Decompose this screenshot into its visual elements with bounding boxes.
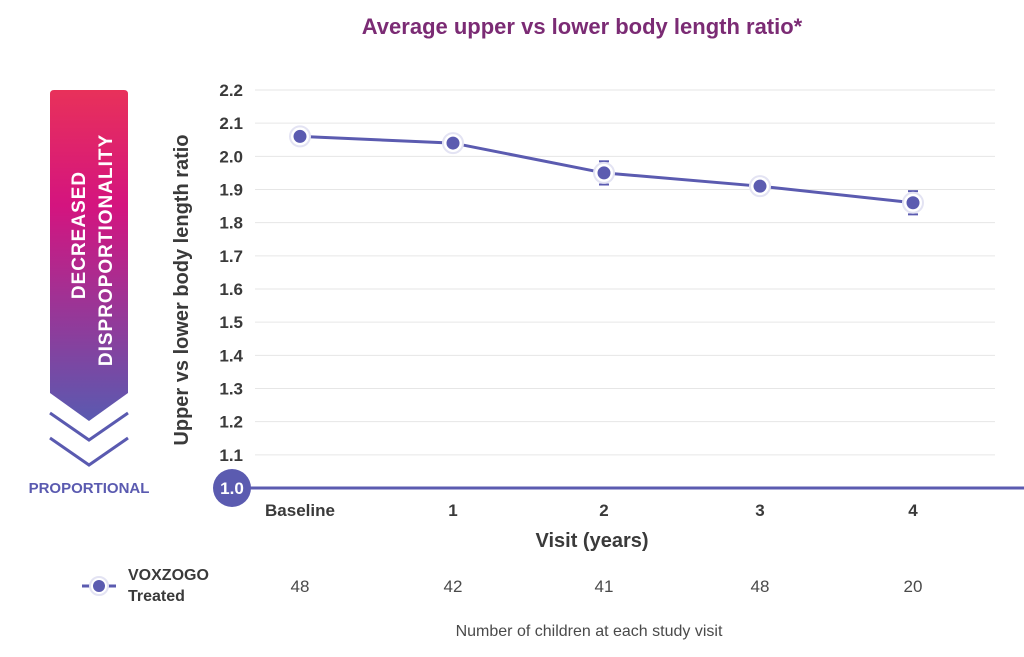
x-tick-label: 3 [755, 501, 764, 520]
y-tick-label: 2.0 [219, 147, 243, 166]
y-tick-label: 1.8 [219, 214, 243, 233]
legend-label-2: Treated [128, 588, 185, 605]
y-tick-label: 1.6 [219, 280, 243, 299]
chevron-icon [49, 411, 129, 442]
legend: VOXZOGO Treated [82, 567, 209, 605]
data-point [753, 179, 767, 193]
gradient-arrow [50, 90, 128, 421]
chart-title: Average upper vs lower body length ratio… [361, 14, 803, 39]
x-axis-label: Visit (years) [535, 530, 648, 552]
proportional-label: PROPORTIONAL [29, 480, 150, 497]
data-point [446, 136, 460, 150]
counts-label: Number of children at each study visit [456, 623, 723, 640]
x-tick-label: 2 [599, 501, 608, 520]
data-point [293, 129, 307, 143]
y-tick-label: 1.7 [219, 247, 243, 266]
count-value: 41 [595, 577, 614, 596]
y-tick-label: 2.1 [219, 114, 243, 133]
y-tick-label: 1.1 [219, 446, 243, 465]
y-tick-label: 1.2 [219, 413, 243, 432]
count-value: 42 [444, 577, 463, 596]
data-point [906, 196, 920, 210]
x-tick-label: Baseline [265, 501, 335, 520]
y-tick-label: 1.5 [219, 313, 243, 332]
x-tick-label: 4 [908, 501, 918, 520]
y-tick-label: 1.4 [219, 346, 243, 365]
y-tick-label: 1.9 [219, 181, 243, 200]
data-point [597, 166, 611, 180]
count-value: 20 [904, 577, 923, 596]
legend-label-1: VOXZOGO [128, 567, 209, 584]
chevron-icon [49, 436, 129, 467]
x-tick-label: 1 [448, 501, 457, 520]
y-tick-label: 2.2 [219, 81, 243, 100]
arrow-label-1: DECREASED [69, 171, 90, 299]
disproportionality-arrow: DECREASED DISPROPORTIONALITY PROPORTIONA… [29, 90, 150, 497]
baseline-marker [213, 469, 251, 507]
count-value: 48 [291, 577, 310, 596]
count-value: 48 [751, 577, 770, 596]
y-tick-label: 1.3 [219, 380, 243, 399]
y-axis-label: Upper vs lower body length ratio [171, 134, 193, 445]
arrow-label-2: DISPROPORTIONALITY [96, 134, 117, 366]
y-tick-label: 1.0 [220, 479, 244, 498]
